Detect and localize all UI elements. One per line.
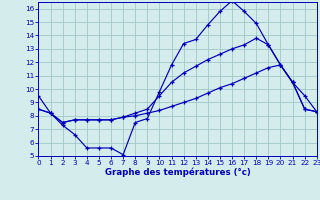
X-axis label: Graphe des températures (°c): Graphe des températures (°c): [105, 168, 251, 177]
